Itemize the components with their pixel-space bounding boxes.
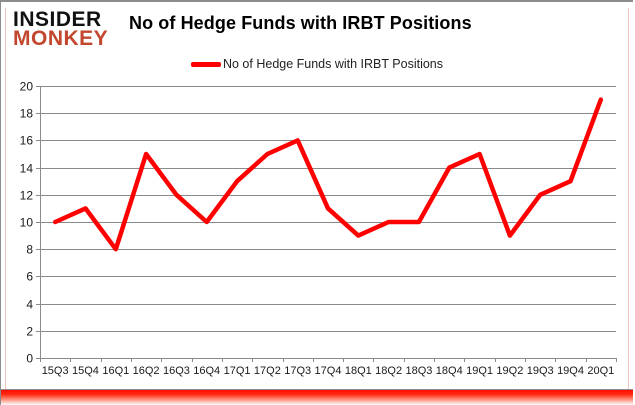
legend: No of Hedge Funds with IRBT Positions bbox=[1, 57, 633, 71]
y-axis-label: 14 bbox=[20, 162, 34, 176]
legend-label: No of Hedge Funds with IRBT Positions bbox=[222, 57, 443, 71]
x-axis-label: 18Q4 bbox=[436, 365, 463, 377]
x-axis-label: 16Q2 bbox=[133, 365, 160, 377]
x-axis-label: 19Q1 bbox=[466, 365, 493, 377]
x-axis-label: 17Q2 bbox=[254, 365, 281, 377]
x-axis-label: 20Q1 bbox=[587, 365, 614, 377]
x-axis-label: 16Q1 bbox=[102, 365, 129, 377]
y-axis-label: 18 bbox=[20, 107, 34, 121]
insider-monkey-logo: INSIDER MONKEY bbox=[13, 8, 109, 51]
data-line-series bbox=[52, 97, 604, 252]
chart-title: No of Hedge Funds with IRBT Positions bbox=[129, 13, 472, 33]
left-pink-border bbox=[5, 8, 6, 389]
logo-monkey-text: MONKEY bbox=[13, 27, 109, 51]
x-axis-label: 18Q3 bbox=[405, 365, 432, 377]
right-pink-border bbox=[628, 8, 629, 389]
x-axis-label: 17Q3 bbox=[284, 365, 311, 377]
x-axis-label: 15Q3 bbox=[42, 365, 69, 377]
x-axis-label: 19Q3 bbox=[527, 365, 554, 377]
logo-insider-text: INSIDER bbox=[13, 8, 102, 31]
bottom-red-glow bbox=[1, 389, 633, 405]
x-axis-label: 18Q1 bbox=[345, 365, 372, 377]
x-axis-label: 16Q3 bbox=[163, 365, 190, 377]
y-axis-label: 10 bbox=[20, 216, 34, 230]
y-axis-label: 4 bbox=[26, 298, 33, 312]
x-axis-label: 18Q2 bbox=[375, 365, 402, 377]
y-axis-label: 8 bbox=[26, 243, 33, 257]
y-axis-label: 16 bbox=[20, 134, 34, 148]
x-axis-label: 15Q4 bbox=[72, 365, 99, 377]
y-axis-label: 12 bbox=[20, 189, 34, 203]
x-axis-label: 19Q2 bbox=[496, 365, 523, 377]
y-axis-label: 6 bbox=[26, 270, 33, 284]
legend-line-marker bbox=[190, 61, 221, 67]
x-axis-label: 17Q1 bbox=[224, 365, 251, 377]
y-axis-label: 20 bbox=[20, 80, 34, 94]
x-axis-label: 17Q4 bbox=[315, 365, 342, 377]
y-axis-label: 0 bbox=[26, 352, 33, 366]
y-axis-label: 2 bbox=[26, 325, 33, 339]
line-chart: 0 2 4 6 8 10 12 14 16 18 20 15Q3 15Q4 16Q1 16Q2 16Q3 16Q… bbox=[20, 80, 617, 377]
x-axis-label: 19Q4 bbox=[557, 365, 584, 377]
x-axis-label: 16Q4 bbox=[193, 365, 220, 377]
